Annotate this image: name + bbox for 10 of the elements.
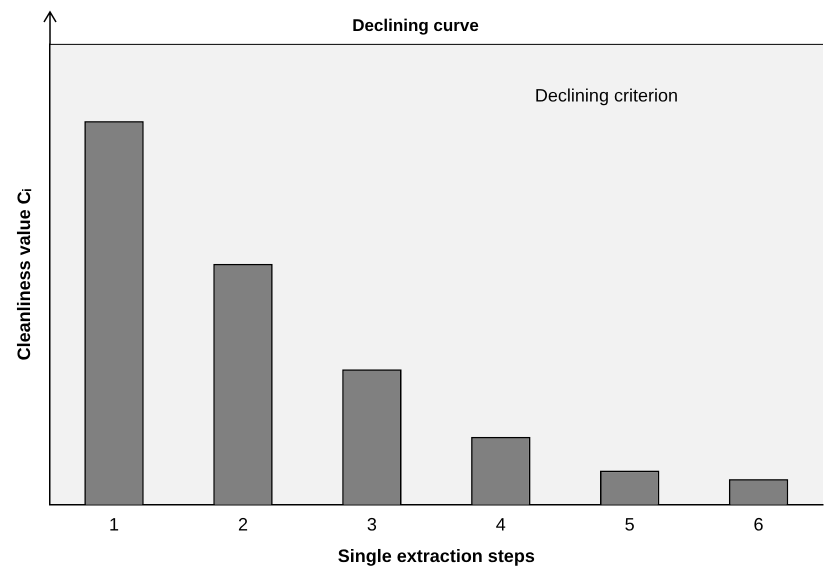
x-tick-label: 4 [496,514,506,535]
chart-title: Declining curve [352,16,479,35]
text: Declining criterion [534,85,678,106]
x-tick-label: 1 [109,514,120,535]
x-tick-label: 5 [624,514,635,535]
x-tick-label: 3 [366,514,377,535]
x-tick-label: 6 [754,514,764,535]
x-tick-label: 2 [238,514,248,535]
x-axis-title: Single extraction steps [338,546,535,566]
y-axis-title: Cleanliness value Cᵢ [14,188,34,360]
